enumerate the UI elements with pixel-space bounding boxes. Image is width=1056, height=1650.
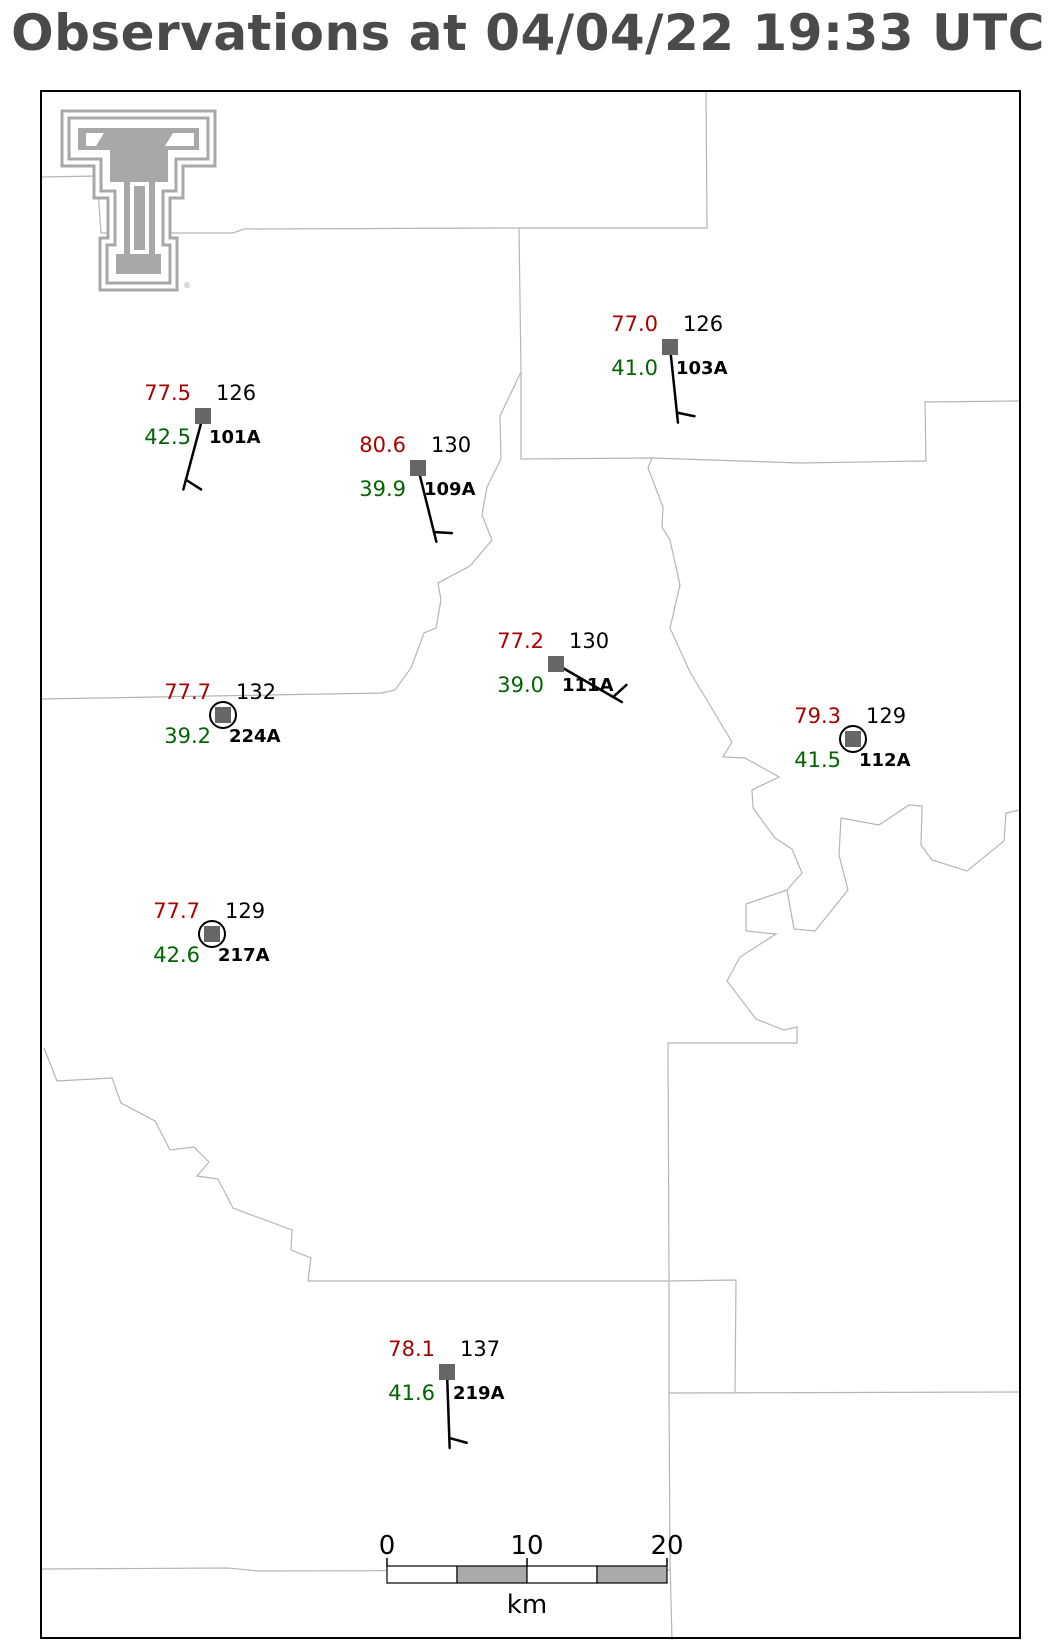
wind-barb-flag (675, 411, 696, 418)
pressure-label: 126 (683, 312, 723, 336)
station-224a[interactable]: 77.7 132 39.2 224A (164, 680, 280, 748)
pressure-label: 130 (431, 433, 471, 457)
station-109a[interactable]: 80.6 130 39.9 109A (359, 433, 476, 543)
scale-tick-label: 0 (379, 1531, 396, 1561)
station-103a[interactable]: 77.0 126 41.0 103A (611, 312, 728, 424)
county-line (667, 889, 798, 1281)
wind-barb-flag (448, 1436, 468, 1445)
temperature-label: 78.1 (388, 1337, 435, 1361)
pressure-label: 137 (460, 1337, 500, 1361)
dewpoint-label: 42.5 (144, 425, 191, 449)
pressure-label: 130 (569, 629, 609, 653)
calm-wind-circle (198, 920, 226, 948)
station-id-label: 103A (676, 358, 728, 379)
dewpoint-label: 42.6 (153, 943, 200, 967)
temperature-label: 77.2 (497, 629, 544, 653)
calm-wind-circle (209, 701, 237, 729)
pressure-label: 126 (216, 381, 256, 405)
temperature-label: 77.5 (144, 381, 191, 405)
temperature-label: 80.6 (359, 433, 406, 457)
station-id-label: 111A (562, 675, 614, 696)
scale-tick-label: 20 (650, 1531, 683, 1561)
station-marker[interactable] (548, 656, 564, 672)
scale-unit-label: km (507, 1590, 547, 1620)
wind-barb-flag (184, 478, 203, 491)
station-marker[interactable] (662, 339, 678, 355)
scale-tick-label: 10 (510, 1531, 543, 1561)
registered-mark: ® (183, 281, 191, 290)
wind-barb-shaft (416, 466, 438, 543)
map-frame (40, 90, 1021, 1639)
county-line (647, 457, 1021, 932)
page-title: Observations at 04/04/22 19:33 UTC (11, 4, 1045, 62)
dewpoint-label: 41.0 (611, 356, 658, 380)
pressure-label: 129 (866, 704, 906, 728)
county-line (518, 227, 1021, 464)
station-marker[interactable] (215, 707, 231, 723)
calm-wind-circle (839, 725, 867, 753)
station-id-label: 112A (859, 750, 911, 771)
dewpoint-label: 39.9 (359, 477, 406, 501)
station-id-label: 224A (229, 726, 281, 747)
dewpoint-label: 39.0 (497, 673, 544, 697)
station-id-label: 217A (218, 945, 270, 966)
station-219a[interactable]: 78.1 137 41.6 219A (388, 1337, 505, 1450)
station-111a[interactable]: 77.2 130 39.0 111A (497, 629, 628, 704)
station-112a[interactable]: 79.3 129 41.5 112A (794, 704, 910, 772)
scale-segment (456, 1565, 528, 1584)
county-line (668, 1281, 1021, 1394)
station-marker[interactable] (439, 1364, 455, 1380)
station-plots: 77.5 126 42.5 101A 80.6 130 39.9 109A 77.0 126 41.… (144, 312, 911, 1450)
scale-segment (526, 1565, 598, 1584)
county-boundaries (40, 90, 1021, 1641)
station-marker[interactable] (410, 460, 426, 476)
station-marker[interactable] (845, 731, 861, 747)
dewpoint-label: 39.2 (164, 724, 211, 748)
county-line (668, 1392, 673, 1641)
temperature-label: 77.7 (153, 899, 200, 923)
county-line (40, 371, 522, 700)
wind-barb-shaft (668, 345, 680, 424)
pressure-label: 129 (225, 899, 265, 923)
scale-segment (596, 1565, 668, 1584)
station-217a[interactable]: 77.7 129 42.6 217A (153, 899, 269, 967)
wind-barb-shaft (554, 662, 624, 704)
temperature-label: 77.7 (164, 680, 211, 704)
station-id-label: 101A (209, 427, 261, 448)
county-line (43, 1047, 737, 1394)
wind-barb-flag (432, 530, 454, 535)
temperature-label: 79.3 (794, 704, 841, 728)
wind-barb-shaft (445, 1370, 451, 1450)
station-101a[interactable]: 77.5 126 42.5 101A (144, 381, 261, 491)
dewpoint-label: 41.6 (388, 1381, 435, 1405)
texas-tech-double-t-logo: ® (60, 109, 217, 292)
station-marker[interactable] (195, 408, 211, 424)
pressure-label: 132 (236, 680, 276, 704)
wind-barb-flag (611, 683, 628, 699)
station-id-label: 109A (424, 479, 476, 500)
scale-bar: 0 10 20 km (379, 1531, 684, 1620)
wind-barb-shaft (182, 414, 205, 491)
dewpoint-label: 41.5 (794, 748, 841, 772)
station-id-label: 219A (453, 1383, 505, 1404)
temperature-label: 77.0 (611, 312, 658, 336)
station-marker[interactable] (204, 926, 220, 942)
scale-segment (386, 1565, 458, 1584)
